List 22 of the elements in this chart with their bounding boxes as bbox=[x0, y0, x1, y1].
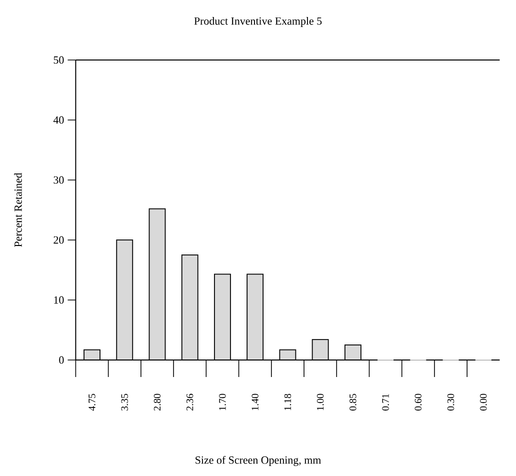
x-tick-label: 2.36 bbox=[186, 394, 194, 411]
y-tick-label: 20 bbox=[54, 236, 64, 244]
y-tick-label: 40 bbox=[53, 116, 64, 124]
x-tick-label: 0.00 bbox=[480, 394, 487, 411]
x-tick-label: 1.18 bbox=[284, 394, 292, 410]
chart-title: Product Inventive Example 5 bbox=[194, 17, 322, 27]
y-tick-label: 0 bbox=[59, 356, 64, 364]
x-tick-label: 2.80 bbox=[154, 394, 161, 411]
x-tick-label: 0.71 bbox=[382, 394, 389, 411]
x-tick-label: 0.60 bbox=[414, 394, 422, 411]
y-tick-label: 50 bbox=[54, 56, 64, 64]
y-axis-title: Percent Retained bbox=[14, 172, 22, 247]
x-axis-title: Size of Screen Opening, mm bbox=[196, 456, 321, 466]
x-tick-label: 1.00 bbox=[316, 394, 324, 410]
x-tick-label: 1.40 bbox=[252, 394, 258, 410]
x-tick-label: 3.35 bbox=[121, 394, 128, 410]
x-tick-label: 0.30 bbox=[447, 394, 454, 411]
x-tick-label: 4.75 bbox=[88, 394, 96, 411]
y-tick-label: 10 bbox=[54, 296, 64, 304]
x-tick-label: 1.70 bbox=[219, 394, 226, 410]
y-tick-label: 30 bbox=[54, 176, 64, 184]
x-tick-label: 0.85 bbox=[350, 394, 356, 411]
